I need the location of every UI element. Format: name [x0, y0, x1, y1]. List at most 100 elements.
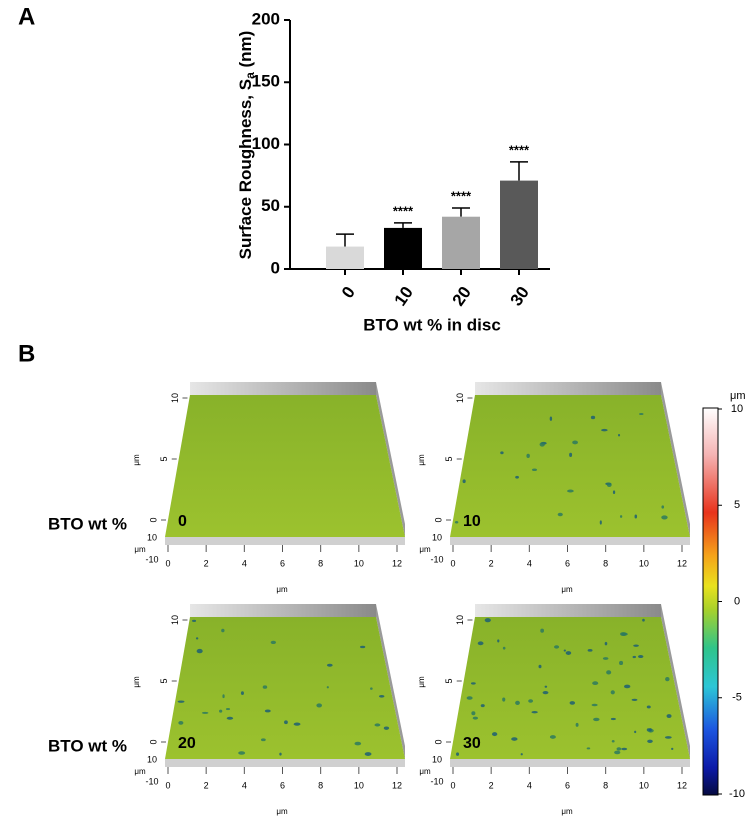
x-tick-label: 4 [242, 780, 247, 790]
pit [500, 451, 504, 455]
y-tick-label: 200 [252, 9, 280, 28]
pit [569, 452, 573, 457]
x-tick-label: 30 [507, 283, 533, 309]
pit [618, 433, 621, 437]
row-label: BTO wt % [48, 736, 127, 755]
pit [515, 700, 520, 706]
x-tick-label: 2 [489, 558, 494, 568]
x-tick-label: 10 [354, 780, 364, 790]
x-tick-label: 4 [242, 558, 247, 568]
colorbar-tick-label: -10 [729, 788, 745, 800]
pit [572, 440, 578, 445]
pit [631, 698, 638, 702]
pit [326, 686, 329, 689]
pit [614, 750, 621, 755]
pit [639, 412, 644, 415]
pit [599, 520, 602, 525]
pit [360, 645, 366, 649]
y-tick-label: 10 [455, 393, 465, 403]
axis-unit: μm [561, 807, 573, 816]
y-axis-title: Surface Roughness, Sa (nm) [236, 31, 257, 260]
surface [165, 395, 405, 537]
pit [511, 737, 518, 741]
pit [567, 489, 574, 493]
x-tick-label: 8 [603, 780, 608, 790]
sample-label: 10 [463, 513, 481, 530]
axis-unit: μm [134, 767, 146, 776]
y-tick-label: 50 [261, 196, 280, 215]
x-tick-label: 0 [450, 780, 455, 790]
pit [497, 639, 500, 643]
axis-unit: μm [132, 454, 141, 466]
back-wall [475, 382, 661, 395]
pit [619, 515, 623, 518]
axis-unit: μm [276, 807, 288, 816]
axis-unit: μm [132, 676, 141, 688]
pit [606, 482, 612, 488]
panel-label: A [18, 3, 35, 30]
pit [671, 747, 674, 750]
significance-label: **** [509, 142, 530, 157]
pit [316, 703, 323, 708]
pit [470, 682, 476, 685]
pit [637, 655, 644, 659]
x-tick-label: 10 [354, 558, 364, 568]
pit [621, 747, 628, 751]
pit [565, 651, 572, 655]
pit [569, 701, 576, 705]
front-wall [165, 537, 405, 545]
pit [633, 644, 639, 647]
pit [624, 684, 631, 689]
pit [542, 691, 549, 695]
back-wall [190, 382, 376, 395]
pit [616, 747, 622, 751]
colorbar-tick-label: 10 [731, 403, 743, 415]
sample-label: 20 [178, 735, 196, 752]
pit [610, 690, 615, 695]
pit [260, 738, 266, 742]
y-tick-label: 10 [170, 615, 180, 625]
bar [384, 227, 422, 269]
pit [602, 657, 609, 660]
pit [477, 641, 484, 646]
pit [621, 632, 628, 636]
pit [610, 717, 616, 721]
pit [192, 619, 197, 622]
pit [587, 649, 593, 652]
side-wall [661, 382, 690, 537]
x-tick-label: 10 [391, 283, 417, 309]
pit [326, 663, 333, 667]
x-tick-label: 6 [565, 558, 570, 568]
pit [591, 703, 598, 707]
pit [586, 747, 591, 750]
y-tick-label: 5 [159, 456, 169, 461]
y-tick-label: 10 [170, 393, 180, 403]
pit [219, 709, 223, 713]
x-axis-title: BTO wt % in disc [363, 315, 501, 334]
pit [611, 739, 615, 743]
x-tick-label: 10 [639, 558, 649, 568]
x-tick-label: 0 [165, 780, 170, 790]
surface [450, 395, 690, 537]
z-tick-label: 10 [432, 532, 442, 542]
pit [619, 660, 624, 666]
y-tick-label: 0 [271, 258, 280, 277]
side-wall [376, 604, 405, 759]
axis-unit: μm [419, 545, 431, 554]
x-tick-label: 8 [318, 558, 323, 568]
pit [634, 514, 638, 519]
pit [592, 681, 599, 686]
panel-label: B [18, 340, 35, 367]
pit [225, 707, 231, 711]
x-tick-label: 4 [527, 558, 532, 568]
x-tick-label: 12 [677, 780, 687, 790]
pit [284, 720, 288, 725]
pit [666, 714, 672, 719]
side-wall [661, 604, 690, 759]
pit [575, 722, 579, 727]
pit [554, 645, 560, 649]
y-tick-label: 0 [148, 739, 158, 744]
pit [222, 694, 225, 699]
z-tick-label: -10 [430, 776, 443, 786]
